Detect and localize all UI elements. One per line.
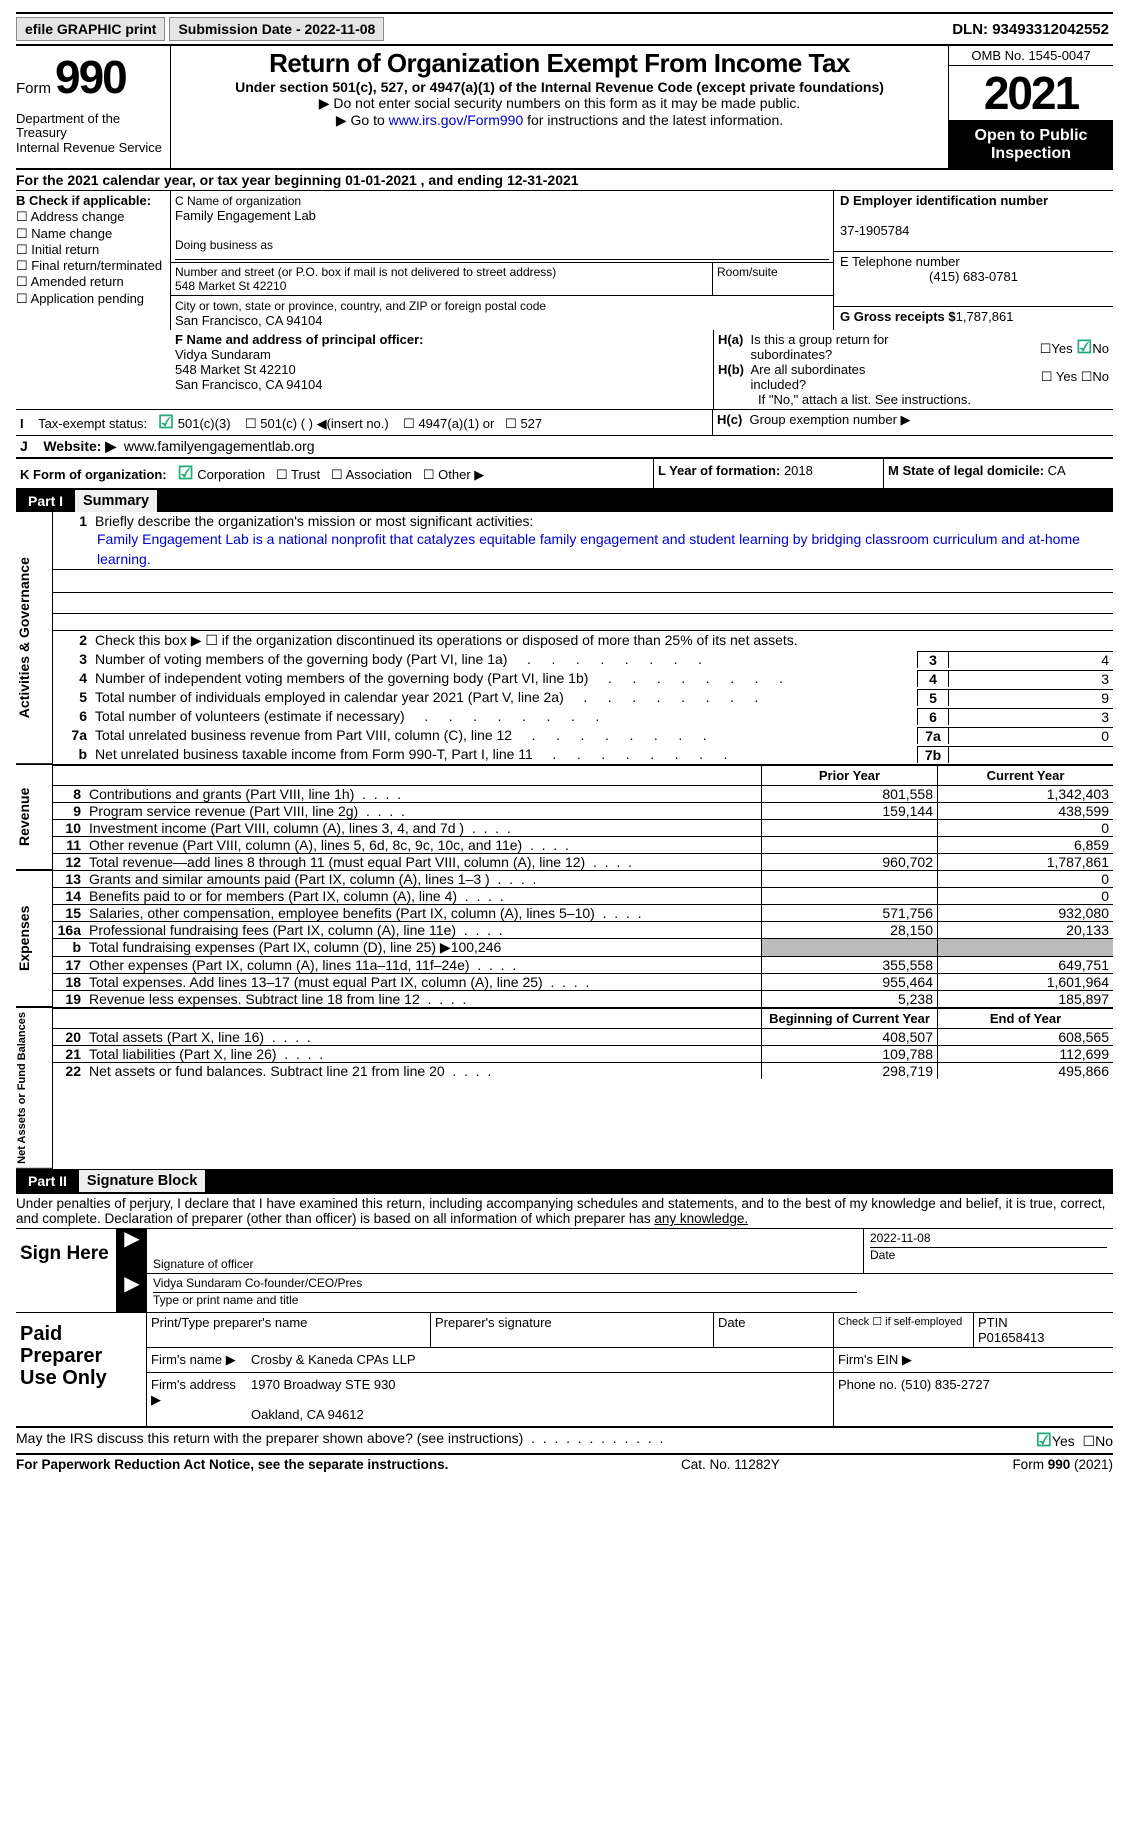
fin-row: 8Contributions and grants (Part VIII, li… [53, 785, 1113, 802]
check-pending[interactable]: ☐ Application pending [16, 291, 168, 307]
ein: 37-1905784 [840, 223, 909, 238]
summary-line: 5Total number of individuals employed in… [53, 688, 1113, 707]
summary-line: 6Total number of volunteers (estimate if… [53, 707, 1113, 726]
dept-label: Department of the Treasury Internal Reve… [16, 112, 166, 155]
officer-name: Vidya Sundaram Co-founder/CEO/Pres [153, 1276, 362, 1290]
tax-year: 2021 [949, 66, 1113, 121]
row-l: L Year of formation: 2018 [653, 459, 883, 488]
fin-row: 11Other revenue (Part VIII, column (A), … [53, 836, 1113, 853]
row-hc: H(c) Group exemption number ▶ [713, 410, 1113, 435]
mission-text: Family Engagement Lab is a national nonp… [53, 530, 1113, 570]
org-name: Family Engagement Lab [175, 208, 316, 223]
fin-row: 19Revenue less expenses. Subtract line 1… [53, 990, 1113, 1007]
gross-receipts: 1,787,861 [956, 309, 1014, 324]
fin-row: 15Salaries, other compensation, employee… [53, 904, 1113, 921]
org-city: San Francisco, CA 94104 [175, 313, 322, 328]
check-address[interactable]: ☐ Address change [16, 209, 168, 225]
discuss-row: May the IRS discuss this return with the… [16, 1428, 1113, 1455]
perjury-text: Under penalties of perjury, I declare th… [16, 1192, 1113, 1228]
fin-row: 20Total assets (Part X, line 16) . . . .… [53, 1028, 1113, 1045]
fin-row: bTotal fundraising expenses (Part IX, co… [53, 938, 1113, 956]
fin-row: 16aProfessional fundraising fees (Part I… [53, 921, 1113, 938]
arrow-icon: ▶ [117, 1229, 147, 1273]
summary-line: 4Number of independent voting members of… [53, 669, 1113, 688]
box-f: F Name and address of principal officer:… [171, 330, 713, 409]
row-k: K Form of organization: ☑ Corporation ☐ … [16, 459, 653, 488]
form-subtitle: Under section 501(c), 527, or 4947(a)(1)… [177, 79, 942, 95]
fin-row: 10Investment income (Part VIII, column (… [53, 819, 1113, 836]
box-b: B Check if applicable: ☐ Address change … [16, 191, 171, 330]
part-1-header: Part I Summary [16, 490, 1113, 512]
row-j: J Website: ▶ www.familyengagementlab.org [16, 436, 1113, 459]
org-street: 548 Market St 42210 [175, 279, 286, 293]
fin-row: 9Program service revenue (Part VIII, lin… [53, 802, 1113, 819]
summary-line: 7aTotal unrelated business revenue from … [53, 726, 1113, 745]
fin-row: 22Net assets or fund balances. Subtract … [53, 1062, 1113, 1079]
form-header: Form 990 Department of the Treasury Inte… [16, 46, 1113, 170]
fin-row: 14Benefits paid to or for members (Part … [53, 887, 1113, 904]
box-h: H(a) Is this a group return for subordin… [713, 330, 1113, 409]
top-toolbar: efile GRAPHIC print Submission Date - 20… [16, 12, 1113, 46]
note-goto: ▶ Go to www.irs.gov/Form990 for instruct… [177, 112, 942, 129]
form-title: Return of Organization Exempt From Incom… [177, 48, 942, 79]
form-number: Form 990 [16, 50, 166, 104]
vlabel-expenses: Expenses [16, 871, 52, 1007]
line-a: For the 2021 calendar year, or tax year … [16, 170, 1113, 191]
box-d: D Employer identification number 37-1905… [833, 191, 1113, 330]
row-m: M State of legal domicile: CA [883, 459, 1113, 488]
fin-row: 21Total liabilities (Part X, line 26) . … [53, 1045, 1113, 1062]
paid-preparer-label: Paid Preparer Use Only [16, 1313, 146, 1426]
website-link[interactable]: www.familyengagementlab.org [124, 438, 315, 454]
omb-number: OMB No. 1545-0047 [949, 46, 1113, 66]
fin-row: 12Total revenue—add lines 8 through 11 (… [53, 853, 1113, 870]
check-name[interactable]: ☐ Name change [16, 226, 168, 242]
open-to-public: Open to Public Inspection [949, 121, 1113, 168]
efile-print-button[interactable]: efile GRAPHIC print [16, 17, 165, 41]
check-final[interactable]: ☐ Final return/terminated [16, 258, 168, 274]
ptin: P01658413 [978, 1330, 1045, 1345]
submission-date-button[interactable]: Submission Date - 2022-11-08 [169, 17, 384, 41]
sig-date: 2022-11-08 [870, 1231, 931, 1245]
fin-row: 17Other expenses (Part IX, column (A), l… [53, 956, 1113, 973]
summary-line: bNet unrelated business taxable income f… [53, 745, 1113, 764]
fin-row: 13Grants and similar amounts paid (Part … [53, 871, 1113, 887]
check-initial[interactable]: ☐ Initial return [16, 242, 168, 258]
firm-address: 1970 Broadway STE 930 [251, 1377, 396, 1392]
irs-link[interactable]: www.irs.gov/Form990 [389, 112, 524, 128]
sign-here-label: Sign Here [16, 1229, 116, 1312]
arrow-icon: ▶ [117, 1274, 147, 1312]
box-c: C Name of organization Family Engagement… [171, 191, 833, 330]
footer: For Paperwork Reduction Act Notice, see … [16, 1455, 1113, 1472]
firm-name: Crosby & Kaneda CPAs LLP [247, 1348, 833, 1372]
dln-label: DLN: 93493312042552 [952, 21, 1113, 38]
vlabel-revenue: Revenue [16, 765, 52, 870]
check-amended[interactable]: ☐ Amended return [16, 274, 168, 290]
vlabel-netassets: Net Assets or Fund Balances [16, 1008, 52, 1169]
part-2-header: Part II Signature Block [16, 1170, 1113, 1192]
row-i: I Tax-exempt status: ☑ 501(c)(3) ☐ 501(c… [16, 410, 713, 435]
firm-phone: (510) 835-2727 [901, 1377, 990, 1392]
note-ssn: ▶ Do not enter social security numbers o… [177, 95, 942, 112]
summary-line: 3Number of voting members of the governi… [53, 650, 1113, 669]
fin-row: 18Total expenses. Add lines 13–17 (must … [53, 973, 1113, 990]
vlabel-activities: Activities & Governance [16, 512, 52, 764]
telephone: (415) 683-0781 [840, 269, 1107, 284]
